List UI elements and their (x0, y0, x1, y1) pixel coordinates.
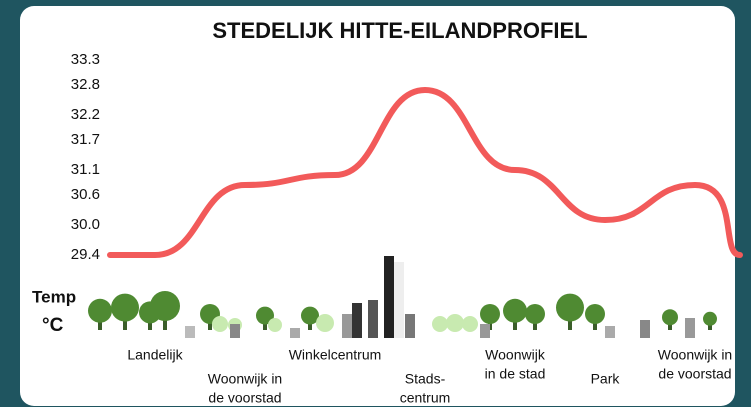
zone-label: de voorstad (208, 390, 281, 406)
zone-label: Winkelcentrum (289, 347, 382, 363)
y-tick-label: 31.1 (71, 161, 100, 178)
y-tick-label: 29.4 (71, 246, 100, 263)
bush (446, 314, 464, 332)
zone-label: de voorstad (658, 366, 731, 382)
building (352, 303, 362, 338)
y-tick-label: 32.2 (71, 106, 100, 123)
bush (316, 314, 334, 332)
zone-label: Landelijk (127, 347, 183, 363)
building (230, 324, 240, 338)
zone-label: Woonwijk in (208, 371, 282, 387)
y-tick-label: 30.0 (71, 216, 100, 233)
building (368, 300, 378, 338)
y-tick-label: 30.6 (71, 186, 100, 203)
bush (268, 318, 282, 332)
building (394, 262, 404, 338)
bush (432, 316, 448, 332)
building (290, 328, 300, 338)
bush (212, 316, 228, 332)
building (342, 314, 352, 338)
building (640, 320, 650, 338)
zone-label: centrum (400, 390, 451, 406)
tree (525, 304, 545, 324)
building (480, 324, 490, 338)
y-tick-label: 31.7 (71, 131, 100, 148)
y-label: °C (42, 315, 64, 336)
tree (556, 294, 584, 322)
zone-label: Stads- (405, 371, 446, 387)
tree (111, 294, 139, 322)
tree (703, 312, 717, 326)
building (605, 326, 615, 338)
page: STEDELIJK HITTE-EILANDPROFIEL Temp °C 29… (0, 0, 751, 407)
chart-title: STEDELIJK HITTE-EILANDPROFIEL (212, 18, 587, 43)
zone-label: Woonwijk (485, 347, 546, 363)
building (405, 314, 415, 338)
tree (585, 304, 605, 324)
bush (462, 316, 478, 332)
building (685, 318, 695, 338)
building (185, 326, 195, 338)
zone-label: Woonwijk in (658, 347, 732, 363)
y-tick-label: 32.8 (71, 76, 100, 93)
y-label: Temp (32, 287, 76, 306)
zone-label: in de stad (485, 366, 546, 382)
y-tick-label: 33.3 (71, 51, 100, 68)
tree (503, 299, 527, 323)
tree (662, 309, 678, 325)
tree (88, 299, 112, 323)
chart: STEDELIJK HITTE-EILANDPROFIEL Temp °C 29… (0, 0, 751, 407)
building (384, 256, 394, 338)
tree (480, 304, 500, 324)
tree (150, 291, 180, 321)
zone-label: Park (591, 371, 621, 387)
